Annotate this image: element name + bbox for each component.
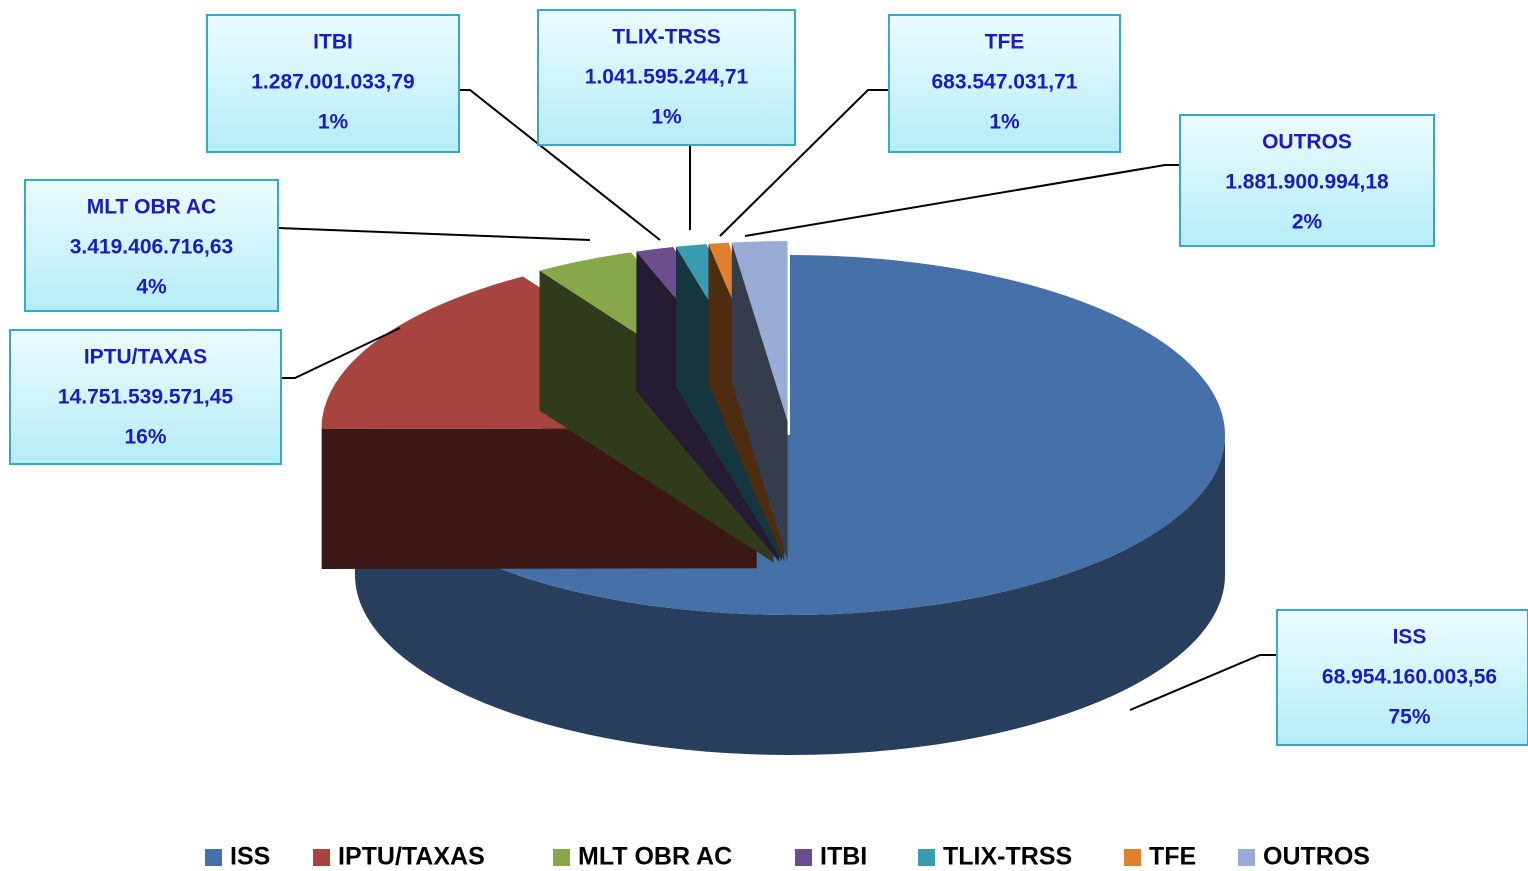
- legend-swatch: [1238, 849, 1255, 866]
- data-label: 1.287.001.033,79: [251, 71, 415, 94]
- legend: ISS IPTU/TAXAS MLT OBR AC ITBI TLIX-TRSS TFE O…: [205, 843, 1370, 871]
- data-label: 14.751.539.571,45: [58, 386, 233, 409]
- legend-swatch: [553, 849, 570, 866]
- label-box: [24, 179, 279, 312]
- data-label: 1%: [651, 106, 682, 129]
- data-label: MLT OBR AC: [87, 196, 216, 219]
- data-label: TFE: [985, 31, 1025, 54]
- leader-line: [1129, 654, 1277, 711]
- legend-label: ISS: [230, 843, 270, 871]
- label-box: [206, 14, 460, 153]
- data-label: 683.547.031,71: [932, 71, 1078, 94]
- data-label: 3.419.406.716,63: [70, 236, 234, 259]
- legend-label: MLT OBR AC: [578, 843, 732, 871]
- data-label: OUTROS: [1262, 131, 1352, 154]
- data-label: ISS: [1393, 626, 1427, 649]
- label-box: [1276, 609, 1528, 746]
- label-box: [1179, 114, 1435, 247]
- data-label: ITBI: [313, 31, 353, 54]
- legend-swatch: [1124, 849, 1141, 866]
- data-label: 1%: [989, 111, 1020, 134]
- data-label: 16%: [124, 426, 166, 449]
- legend-swatch: [313, 849, 330, 866]
- leader-line: [459, 89, 661, 241]
- data-label: 2%: [1292, 211, 1323, 234]
- labels: ISS 68.954.160.003,56 75% IPTU/TAXAS 14.751.…: [9, 9, 1528, 746]
- legend-swatch: [918, 849, 935, 866]
- slice-top: [731, 241, 788, 422]
- data-label: IPTU/TAXAS: [84, 346, 207, 369]
- slice-face: [731, 242, 788, 562]
- data-label: TLIX-TRSS: [612, 26, 721, 49]
- legend-label: OUTROS: [1263, 843, 1370, 871]
- legend-swatch: [795, 849, 812, 866]
- legend-label: TFE: [1149, 843, 1196, 871]
- label-box: [888, 14, 1121, 153]
- data-label: 1%: [318, 111, 349, 134]
- legend-label: IPTU/TAXAS: [338, 843, 485, 871]
- slice-side: [355, 435, 1225, 756]
- leader-line: [281, 327, 401, 379]
- leader-line: [744, 164, 1180, 237]
- leader-line: [277, 227, 591, 241]
- label-box: [9, 329, 282, 465]
- pie: [321, 241, 1225, 756]
- legend-label: TLIX-TRSS: [943, 843, 1072, 871]
- legend-label: ITBI: [820, 843, 867, 871]
- data-label: 75%: [1388, 706, 1430, 729]
- leader-line: [719, 89, 889, 237]
- data-label: 1.041.595.244,71: [585, 66, 749, 89]
- data-label: 4%: [136, 276, 167, 299]
- data-label: 1.881.900.994,18: [1225, 171, 1389, 194]
- slice: [731, 241, 788, 562]
- data-label: 68.954.160.003,56: [1322, 666, 1497, 689]
- legend-swatch: [205, 849, 222, 866]
- label-box: [537, 9, 796, 146]
